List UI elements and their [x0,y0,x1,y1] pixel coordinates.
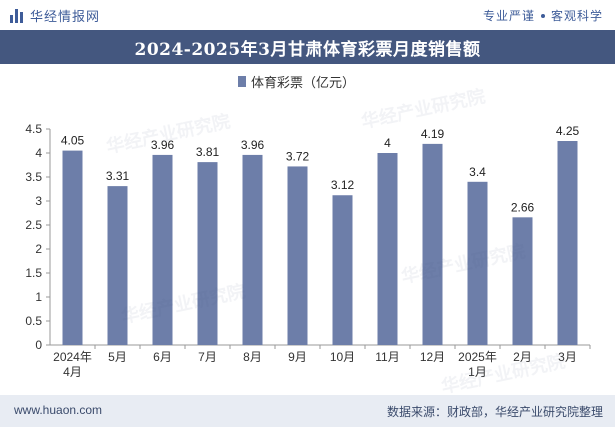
tagline-2: 客观科学 [550,9,603,23]
bar [152,154,173,345]
y-tick-label: 0.5 [25,314,42,328]
bar [62,150,83,345]
data-label: 4 [384,136,391,150]
bar [377,153,398,345]
chart-title: 2024-2025年3月甘肃体育彩票月度销售额 [134,39,481,60]
x-tick-label: 5月 [108,350,127,364]
legend: 体育彩票（亿元） [238,72,355,91]
x-tick-label: 1月 [468,365,487,379]
title-bar: 2024-2025年3月甘肃体育彩票月度销售额 [0,30,615,64]
bar [332,195,353,345]
data-label: 4.05 [61,134,85,148]
x-tick-label: 3月 [558,350,577,364]
y-tick-label: 2 [35,242,42,256]
legend-swatch [238,76,246,87]
data-label: 3.31 [106,169,130,183]
bar [467,181,488,345]
bar [557,141,578,345]
bar-chart-logo-icon [10,8,24,23]
data-label: 2.66 [511,200,535,214]
tagline: 专业严谨 客观科学 [483,7,603,24]
x-tick-label: 10月 [330,350,355,364]
website-link[interactable]: www.huaon.com [14,403,103,417]
x-tick-label: 2025年 [458,350,497,364]
top-bar: 华经情报网 专业严谨 客观科学 [0,0,615,28]
x-tick-label: 8月 [243,350,262,364]
x-tick-label: 2月 [513,350,532,364]
y-tick-label: 4.5 [25,122,42,136]
x-tick-label: 9月 [288,350,307,364]
x-tick-label: 7月 [198,350,217,364]
y-tick-label: 1 [35,290,42,304]
tagline-1: 专业严谨 [482,9,535,23]
data-label: 3.81 [196,145,220,159]
legend-label: 体育彩票（亿元） [251,75,356,90]
data-label: 3.72 [286,149,310,163]
footer: www.huaon.com 数据来源：财政部，华经产业研究院整理 [0,395,615,427]
bar [287,166,308,345]
y-tick-label: 3 [35,194,42,208]
bar [422,143,443,345]
data-label: 3.4 [469,165,486,179]
x-tick-label: 4月 [63,365,82,379]
brand-name: 华经情报网 [30,9,101,24]
data-label: 3.96 [241,138,265,152]
data-label: 3.12 [331,178,355,192]
bar [197,162,218,345]
y-tick-label: 3.5 [25,170,42,184]
data-label: 4.19 [421,127,445,141]
x-tick-label: 11月 [375,350,399,364]
y-tick-label: 4 [35,146,42,160]
y-tick-label: 2.5 [25,218,42,232]
y-tick-label: 0 [35,338,42,352]
y-tick-label: 1.5 [25,266,42,280]
x-tick-label: 12月 [420,350,445,364]
data-source: 数据来源：财政部，华经产业研究院整理 [386,405,603,419]
x-tick-label: 2024年 [53,350,92,364]
bar [107,186,128,345]
bar [512,217,533,345]
x-tick-label: 6月 [153,350,172,364]
data-label: 3.96 [151,138,175,152]
data-label: 4.25 [556,124,580,138]
separator-dot-icon [540,13,545,18]
brand: 华经情报网 [10,6,100,25]
bar [242,154,263,345]
